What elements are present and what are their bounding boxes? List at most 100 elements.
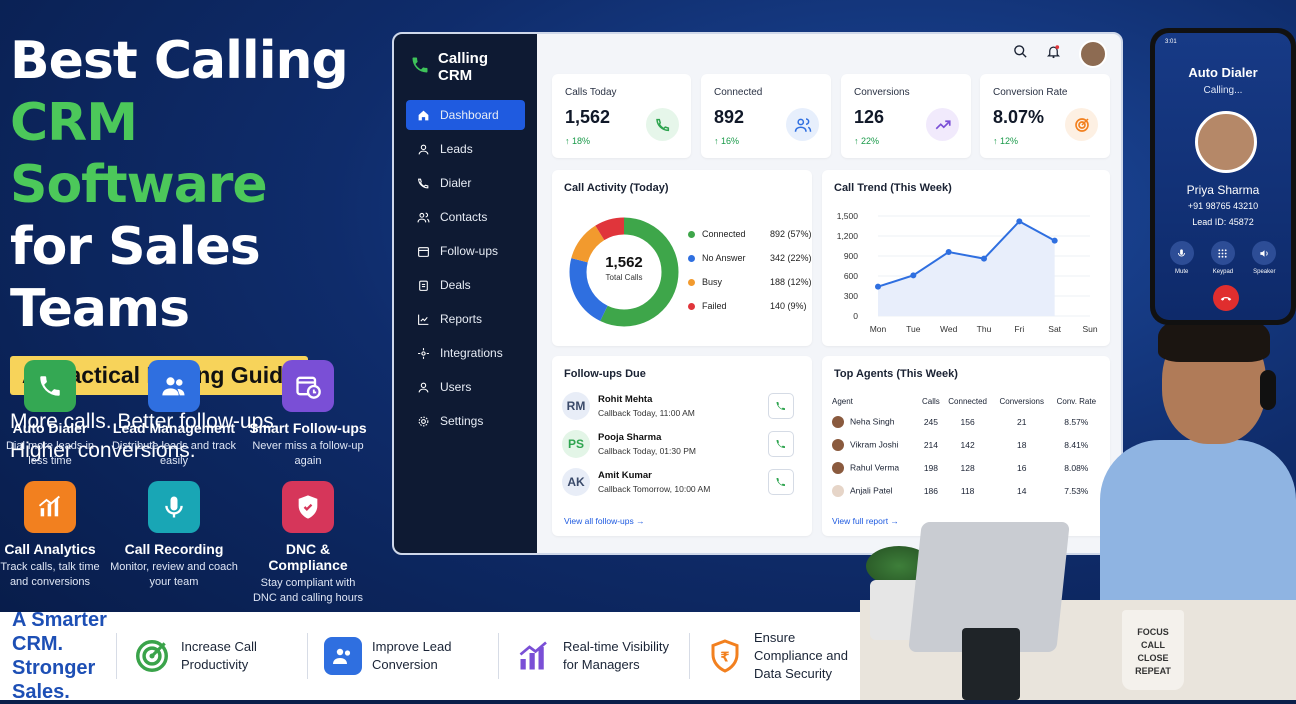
followup-item[interactable]: AK Amit Kumar Callback Tomorrow, 10:00 AM <box>562 466 802 498</box>
y-tick-label: 600 <box>844 271 858 281</box>
x-tick-label: Sun <box>1082 324 1097 334</box>
avatar <box>832 484 844 497</box>
kpi-calls-today: Calls Today 1,562 ↑ 18% <box>552 74 691 158</box>
table-row[interactable]: Rahul Verma 198 128 16 8.08% <box>832 456 1102 479</box>
data-point <box>981 255 987 262</box>
series-area <box>878 221 1055 316</box>
mug: FOCUS CALL CLOSE REPEAT <box>1122 610 1184 690</box>
keypad-icon <box>1210 241 1235 265</box>
contact-number: +91 98765 43210 <box>1187 201 1259 211</box>
call-activity-card: Call Activity (Today) 1,562 Total Calls … <box>552 170 812 346</box>
crm-dashboard: Calling CRM Dashboard Leads Dialer Conta… <box>392 32 1123 555</box>
bell-icon[interactable] <box>1046 44 1061 64</box>
chart-icon <box>416 312 430 326</box>
y-tick-label: 0 <box>853 311 858 321</box>
end-call-button[interactable] <box>1213 285 1239 311</box>
benefit-lead-conversion: Improve Lead Conversion <box>307 633 498 679</box>
feature-call-recording: Call Recording Monitor, review and coach… <box>104 481 244 606</box>
call-button[interactable] <box>768 469 794 495</box>
bar-chart-icon <box>515 637 553 675</box>
followups-card: Follow-ups Due RM Rohit Mehta Callback To… <box>552 356 812 536</box>
table-row[interactable]: Neha Singh 245 156 21 8.57% <box>832 410 1102 433</box>
sidebar-item-dialer[interactable]: Dialer <box>406 168 525 198</box>
data-point <box>910 272 917 279</box>
sidebar-item-integrations[interactable]: Integrations <box>406 338 525 368</box>
call-button[interactable] <box>768 393 794 419</box>
avatar <box>832 461 844 474</box>
phone-screen: 3:01 Auto Dialer Calling... Priya Sharma… <box>1155 33 1291 320</box>
y-tick-label: 1,200 <box>837 231 859 241</box>
card-title: Call Trend (This Week) <box>834 182 952 194</box>
feature-dnc-compliance: DNC & Compliance Stay compliant with DNC… <box>248 481 368 606</box>
search-icon[interactable] <box>1013 44 1028 64</box>
users-icon <box>324 637 362 675</box>
feature-smart-followups: Smart Follow-ups Never miss a follow-up … <box>248 360 368 469</box>
sidebar-item-dashboard[interactable]: Dashboard <box>406 100 525 130</box>
phone-icon <box>646 108 679 141</box>
target-icon <box>133 637 171 675</box>
sidebar-item-contacts[interactable]: Contacts <box>406 202 525 232</box>
home-icon <box>416 108 430 122</box>
card-title: Call Activity (Today) <box>564 182 669 194</box>
table-row[interactable]: Anjali Patel 186 118 14 7.53% <box>832 479 1102 502</box>
followup-item[interactable]: RM Rohit Mehta Callback Today, 11:00 AM <box>562 390 802 422</box>
y-tick-label: 1,500 <box>837 211 859 221</box>
data-point <box>875 283 881 290</box>
card-title: Follow-ups Due <box>564 368 646 380</box>
view-all-followups-link[interactable]: View all follow-ups → <box>564 516 645 526</box>
sidebar-item-deals[interactable]: Deals <box>406 270 525 300</box>
donut-legend: Connected 892 (57%) No Answer 342 (22%) Bu… <box>688 222 812 318</box>
phone-icon <box>410 55 430 79</box>
table-row[interactable]: Vikram Joshi 214 142 18 8.41% <box>832 433 1102 456</box>
sidebar-item-reports[interactable]: Reports <box>406 304 525 334</box>
legend-failed: Failed 140 (9%) <box>688 294 812 318</box>
sidebar-item-users[interactable]: Users <box>406 372 525 402</box>
user-avatar[interactable] <box>1079 40 1107 68</box>
speaker-button[interactable]: Speaker <box>1246 241 1282 275</box>
donut-total-label: Total Calls <box>605 273 643 282</box>
band-slogan: A Smarter CRM. Stronger Sales. <box>12 609 107 703</box>
kpi-conversion-rate: Conversion Rate 8.07% ↑ 12% <box>980 74 1110 158</box>
call-status: Calling... <box>1203 85 1243 96</box>
y-tick-label: 900 <box>844 251 858 261</box>
lead-id: Lead ID: 45872 <box>1192 217 1254 227</box>
user-icon <box>416 380 430 394</box>
app-brand[interactable]: Calling CRM <box>394 34 537 100</box>
sidebar-item-settings[interactable]: Settings <box>406 406 525 436</box>
sidebar-item-followups[interactable]: Follow-ups <box>406 236 525 266</box>
phone: 3:01 Auto Dialer Calling... Priya Sharma… <box>1150 28 1296 325</box>
calendar-clock-icon <box>282 360 334 412</box>
avatar <box>832 415 844 428</box>
topbar <box>537 34 1121 74</box>
x-tick-label: Thu <box>977 324 992 334</box>
call-button[interactable] <box>768 431 794 457</box>
phone-icon <box>24 360 76 412</box>
donut-slice-failed <box>569 217 679 327</box>
sidebar: Calling CRM Dashboard Leads Dialer Conta… <box>394 34 537 553</box>
x-tick-label: Fri <box>1014 324 1024 334</box>
keypad-button[interactable]: Keypad <box>1205 241 1241 275</box>
call-trend-chart: 1,500 1,200 900 600 300 0 Mon Tue Wed Thu Fri Sat Su… <box>837 211 1098 334</box>
sidebar-item-leads[interactable]: Leads <box>406 134 525 164</box>
view-full-report-link[interactable]: View full report → <box>832 516 899 526</box>
pencil-holder <box>962 628 1020 700</box>
call-trend-card: Call Trend (This Week) 1,500 1,200 900 600 3… <box>822 170 1110 346</box>
call-controls: Mute Keypad Speaker <box>1155 241 1291 275</box>
feature-lead-management: Lead Management Distribute leads and tra… <box>104 360 244 469</box>
avatar <box>832 438 844 451</box>
phone-title: Auto Dialer <box>1188 65 1258 80</box>
mute-button[interactable]: Mute <box>1164 241 1200 275</box>
feature-call-analytics: Call Analytics Track calls, talk time an… <box>0 481 100 606</box>
feature-grid: Auto Dialer Dial more leads in less time… <box>0 360 370 606</box>
bar-chart-icon <box>24 481 76 533</box>
donut-slice-no-answer <box>569 217 679 327</box>
x-tick-label: Sat <box>1048 324 1061 334</box>
legend-no-answer: No Answer 342 (22%) <box>688 246 812 270</box>
avatar: AK <box>562 468 590 496</box>
shield-rupee-icon: ₹ <box>706 637 744 675</box>
benefits-band: A Smarter CRM. Stronger Sales. Increase … <box>0 609 880 703</box>
data-point <box>1016 218 1023 225</box>
followup-item[interactable]: PS Pooja Sharma Callback Today, 01:30 PM <box>562 428 802 460</box>
y-tick-label: 300 <box>844 291 858 301</box>
user-icon <box>416 142 430 156</box>
